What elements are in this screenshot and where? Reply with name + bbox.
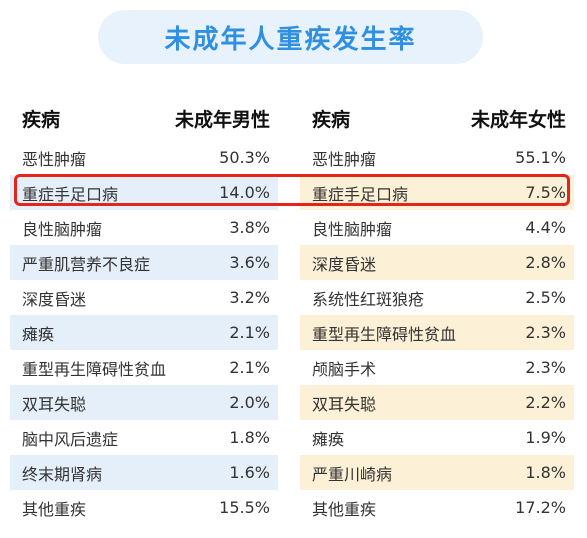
female-table-row: 重型再生障碍性贫血 2.3%: [300, 315, 574, 350]
page-title: 未成年人重疾发生率: [98, 10, 483, 64]
male-disease-name: 终末期肾病: [22, 464, 103, 484]
female-disease-name: 系统性红斑狼疮: [312, 289, 425, 309]
male-table-row: 严重肌营养不良症 3.6%: [10, 245, 278, 280]
male-disease-name: 深度昏迷: [22, 289, 87, 309]
female-table-row: 瘫痪 1.9%: [300, 420, 574, 455]
male-disease-name: 恶性肿瘤: [22, 149, 87, 169]
female-disease-rate: 2.3%: [525, 323, 566, 342]
female-disease-name: 深度昏迷: [312, 254, 377, 274]
male-table-row: 瘫痪 2.1%: [10, 315, 278, 350]
female-disease-rate: 4.4%: [525, 218, 566, 237]
female-table-row: 良性脑肿瘤 4.4%: [300, 210, 574, 245]
male-disease-name: 良性脑肿瘤: [22, 219, 103, 239]
male-disease-rate: 2.0%: [229, 393, 270, 412]
male-header-rate: 未成年男性: [174, 108, 270, 131]
female-disease-name: 其他重疾: [312, 499, 377, 519]
female-header-rate: 未成年女性: [470, 108, 566, 131]
male-disease-rate: 2.1%: [229, 358, 270, 377]
female-disease-rate: 1.8%: [525, 463, 566, 482]
male-table-row: 脑中风后遗症 1.8%: [10, 420, 278, 455]
female-disease-name: 严重川崎病: [312, 464, 393, 484]
male-disease-name: 瘫痪: [22, 324, 55, 344]
male-disease-name: 严重肌营养不良症: [22, 254, 151, 274]
female-disease-rate: 2.3%: [525, 358, 566, 377]
female-table-header: 疾病 未成年女性: [300, 96, 574, 140]
highlight-box: [14, 174, 570, 206]
female-table-row: 双耳失聪 2.2%: [300, 385, 574, 420]
male-table-header: 疾病 未成年男性: [10, 96, 278, 140]
female-disease-rate: 17.2%: [515, 498, 566, 517]
male-header-disease: 疾病: [22, 108, 61, 131]
male-disease-name: 双耳失聪: [22, 394, 87, 414]
female-table-row: 颅脑手术 2.3%: [300, 350, 574, 385]
female-disease-rate: 2.2%: [525, 393, 566, 412]
female-table-row: 恶性肿瘤 55.1%: [300, 140, 574, 175]
male-disease-name: 重症手足口病: [22, 184, 119, 204]
female-disease-name: 恶性肿瘤: [312, 149, 377, 169]
male-disease-name: 脑中风后遗症: [22, 429, 119, 449]
male-disease-name: 其他重疾: [22, 499, 87, 519]
male-disease-rate: 2.1%: [229, 323, 270, 342]
female-table: 疾病 未成年女性 恶性肿瘤 55.1% 重症手足口病 7.5% 良性脑肿瘤 4.4% 深度昏…: [300, 96, 574, 525]
male-table: 疾病 未成年男性 恶性肿瘤 50.3% 重症手足口病 14.0% 良性脑肿瘤 3.8% 严重…: [10, 96, 278, 525]
male-disease-rate: 14.0%: [219, 183, 270, 202]
male-table-row: 深度昏迷 3.2%: [10, 280, 278, 315]
female-table-row: 严重川崎病 1.8%: [300, 455, 574, 490]
female-disease-rate: 1.9%: [525, 428, 566, 447]
male-table-row: 恶性肿瘤 50.3%: [10, 140, 278, 175]
male-table-row: 其他重疾 15.5%: [10, 490, 278, 525]
male-disease-rate: 15.5%: [219, 498, 270, 517]
male-disease-rate: 3.8%: [229, 218, 270, 237]
male-disease-rate: 3.2%: [229, 288, 270, 307]
female-disease-name: 双耳失聪: [312, 394, 377, 414]
female-disease-rate: 55.1%: [515, 148, 566, 167]
female-table-row: 其他重疾 17.2%: [300, 490, 574, 525]
female-table-row: 深度昏迷 2.8%: [300, 245, 574, 280]
male-disease-rate: 3.6%: [229, 253, 270, 272]
male-table-row: 终末期肾病 1.6%: [10, 455, 278, 490]
female-disease-name: 重型再生障碍性贫血: [312, 324, 457, 344]
male-disease-name: 重型再生障碍性贫血: [22, 359, 167, 379]
male-table-row: 良性脑肿瘤 3.8%: [10, 210, 278, 245]
female-disease-name: 瘫痪: [312, 429, 345, 449]
female-disease-rate: 2.5%: [525, 288, 566, 307]
female-header-disease: 疾病: [312, 108, 351, 131]
male-disease-rate: 50.3%: [219, 148, 270, 167]
female-disease-name: 颅脑手术: [312, 359, 377, 379]
female-table-body: 恶性肿瘤 55.1% 重症手足口病 7.5% 良性脑肿瘤 4.4% 深度昏迷 2.8% 系统性红…: [300, 140, 574, 525]
female-disease-name: 良性脑肿瘤: [312, 219, 393, 239]
female-disease-rate: 2.8%: [525, 253, 566, 272]
male-table-row: 双耳失聪 2.0%: [10, 385, 278, 420]
male-disease-rate: 1.8%: [229, 428, 270, 447]
female-disease-name: 重症手足口病: [312, 184, 409, 204]
male-table-row: 重型再生障碍性贫血 2.1%: [10, 350, 278, 385]
female-table-row: 系统性红斑狼疮 2.5%: [300, 280, 574, 315]
female-disease-rate: 7.5%: [525, 183, 566, 202]
male-disease-rate: 1.6%: [229, 463, 270, 482]
